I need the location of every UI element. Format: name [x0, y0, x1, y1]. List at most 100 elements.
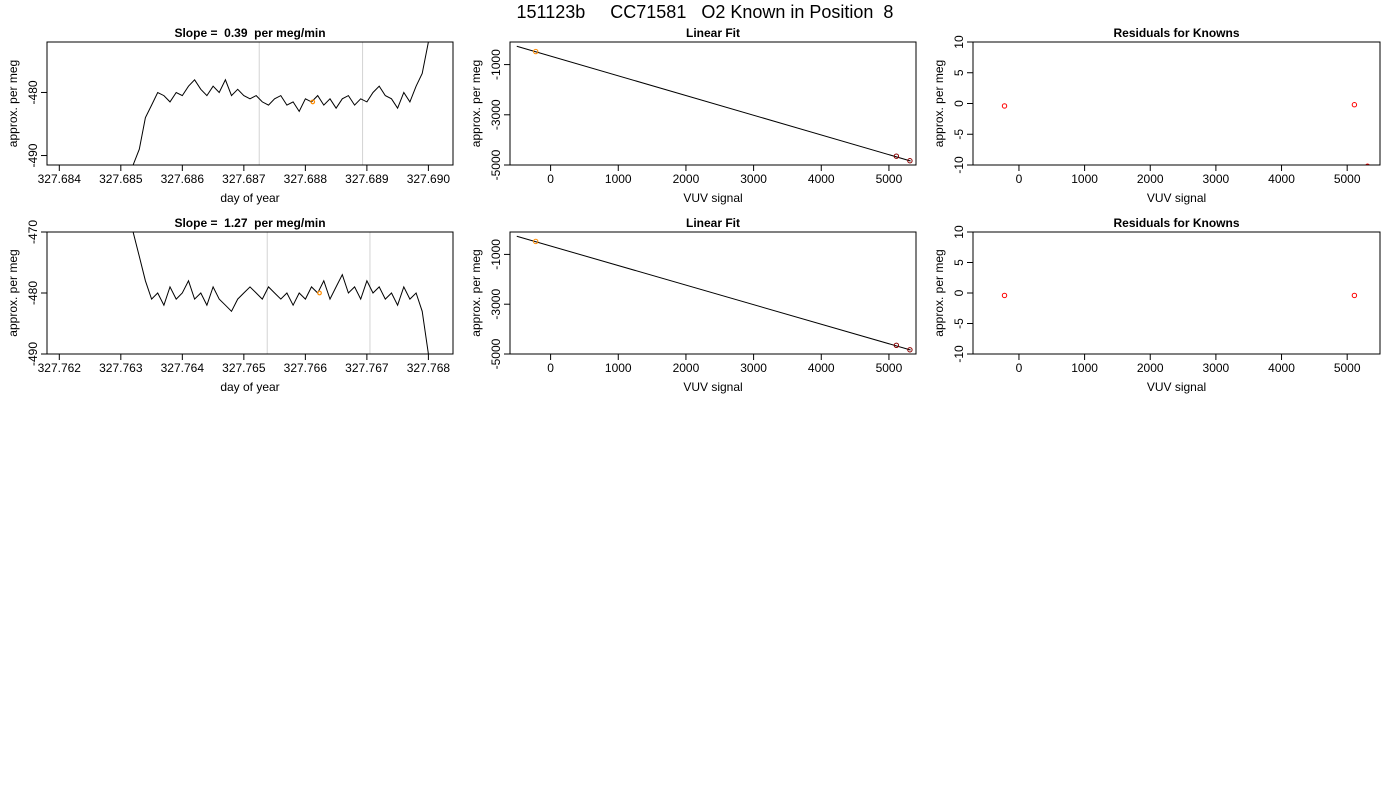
- x-tick-label: 327.688: [284, 172, 328, 186]
- plot-data-layer: [132, 232, 429, 354]
- plot-data-layer: [516, 45, 913, 164]
- plot-frame: [972, 231, 1381, 355]
- x-tick-label: 327.690: [407, 172, 451, 186]
- y-tick-label: -480: [26, 80, 40, 104]
- residual-point: [1001, 103, 1008, 109]
- x-tick-label: 327.763: [99, 361, 143, 375]
- x-tick-label: 2000: [673, 172, 700, 186]
- y-tick-label: 0: [952, 100, 966, 107]
- x-tick-label: 1000: [605, 172, 632, 186]
- x-tick-label: 4000: [1268, 172, 1295, 186]
- y-tick-label: -5: [952, 129, 966, 140]
- y-tick-label: -490: [26, 143, 40, 167]
- panels-container: Slope = 0.39 per meg/min 327.684 327.685 32…: [6, 26, 1381, 394]
- plot-data-layer: [1001, 102, 1370, 165]
- x-tick-label: 5000: [876, 172, 903, 186]
- x-tick-label: 1000: [605, 361, 632, 375]
- x-tick-label: 327.684: [38, 172, 82, 186]
- plot-frame: [972, 41, 1381, 166]
- residual-point: [1001, 292, 1008, 299]
- y-axis-label: approx. per meg: [469, 249, 483, 336]
- y-tick-label: -1000: [489, 239, 503, 270]
- y-axis-label: approx. per meg: [469, 60, 483, 147]
- chart-panel-6: Residuals for Knowns 0 1000 2000 3000 4000 500…: [932, 216, 1381, 394]
- y-tick-label: 5: [952, 259, 966, 266]
- x-axis-label: VUV signal: [1147, 380, 1206, 394]
- x-tick-label: 3000: [740, 361, 767, 375]
- x-tick-label: 327.764: [161, 361, 205, 375]
- x-tick-label: 0: [1016, 172, 1023, 186]
- y-axis-label: approx. per meg: [6, 249, 20, 336]
- y-tick-label: -3000: [489, 289, 503, 320]
- y-tick-label: -5000: [489, 149, 503, 180]
- chart-panel-3: Residuals for Knowns 0 1000 2000 3000 4000 500…: [932, 26, 1381, 205]
- plot-frame: [46, 231, 454, 355]
- y-axis-label: approx. per meg: [6, 60, 20, 147]
- y-tick-label: -490: [26, 342, 40, 366]
- x-tick-label: 327.766: [284, 361, 328, 375]
- residual-point: [1351, 102, 1358, 108]
- y-tick-label: 0: [952, 289, 966, 296]
- x-tick-label: 5000: [1334, 361, 1361, 375]
- x-tick-label: 327.685: [99, 172, 143, 186]
- chart-panel-5: Linear Fit 0 1000 2000 3000 4000 5000 -5000 -300…: [469, 216, 917, 394]
- plot-data-layer: [1001, 292, 1358, 299]
- known-point: [893, 342, 900, 348]
- y-tick-label: 10: [952, 225, 966, 239]
- panel-title: Linear Fit: [686, 26, 740, 40]
- x-tick-label: 327.686: [161, 172, 205, 186]
- x-tick-label: 1000: [1071, 172, 1098, 186]
- x-tick-label: 327.687: [222, 172, 266, 186]
- known-point: [907, 158, 913, 164]
- x-tick-label: 0: [547, 361, 554, 375]
- x-tick-label: 4000: [1268, 361, 1295, 375]
- x-tick-label: 2000: [673, 361, 700, 375]
- x-tick-label: 327.765: [222, 361, 266, 375]
- y-axis-label: approx. per meg: [932, 249, 946, 336]
- y-tick-label: -5000: [489, 338, 503, 369]
- chart-panel-2: Linear Fit 0 1000 2000 3000 4000 5000 -5000 -300…: [469, 26, 917, 205]
- fit-line: [516, 45, 911, 162]
- series-line: [132, 232, 429, 354]
- y-tick-label: -480: [26, 281, 40, 305]
- chart-panel-4: Slope = 1.27 per meg/min 327.762 327.763 32…: [6, 216, 454, 394]
- x-tick-label: 4000: [808, 361, 835, 375]
- x-tick-label: 2000: [1137, 361, 1164, 375]
- x-tick-label: 327.768: [407, 361, 451, 375]
- highlight-point: [310, 99, 316, 105]
- known-point: [893, 153, 900, 159]
- x-tick-label: 3000: [1203, 361, 1230, 375]
- x-tick-label: 1000: [1071, 361, 1098, 375]
- x-tick-label: 0: [1016, 361, 1023, 375]
- panel-title: Linear Fit: [686, 216, 740, 230]
- highlight-point: [533, 238, 539, 245]
- highlight-point: [533, 48, 539, 55]
- x-tick-label: 327.767: [345, 361, 389, 375]
- panel-title: Residuals for Knowns: [1113, 216, 1239, 230]
- plot-data-layer: [516, 235, 913, 353]
- chart-panel-1: Slope = 0.39 per meg/min 327.684 327.685 32…: [6, 26, 454, 205]
- panel-title: Slope = 0.39 per meg/min: [174, 26, 325, 40]
- x-tick-label: 327.689: [345, 172, 389, 186]
- x-tick-label: 327.762: [38, 361, 82, 375]
- y-tick-label: 10: [952, 35, 966, 49]
- series-line: [132, 42, 429, 165]
- x-tick-label: 5000: [1334, 172, 1361, 186]
- panel-title: Residuals for Knowns: [1113, 26, 1239, 40]
- fit-line: [516, 235, 911, 351]
- x-tick-label: 4000: [808, 172, 835, 186]
- x-tick-label: 3000: [1203, 172, 1230, 186]
- y-tick-label: -3000: [489, 99, 503, 130]
- y-tick-label: -1000: [489, 49, 503, 80]
- plot-frame: [509, 41, 917, 166]
- residual-point: [1351, 292, 1358, 299]
- figure-title: 151123b CC71581 O2 Known in Position 8: [517, 2, 894, 22]
- plot-frame: [509, 231, 917, 355]
- y-tick-label: -10: [952, 345, 966, 363]
- y-tick-label: -10: [952, 156, 966, 174]
- panel-title: Slope = 1.27 per meg/min: [174, 216, 325, 230]
- plot-data-layer: [132, 42, 429, 165]
- x-tick-label: 0: [547, 172, 554, 186]
- x-axis-label: VUV signal: [683, 380, 742, 394]
